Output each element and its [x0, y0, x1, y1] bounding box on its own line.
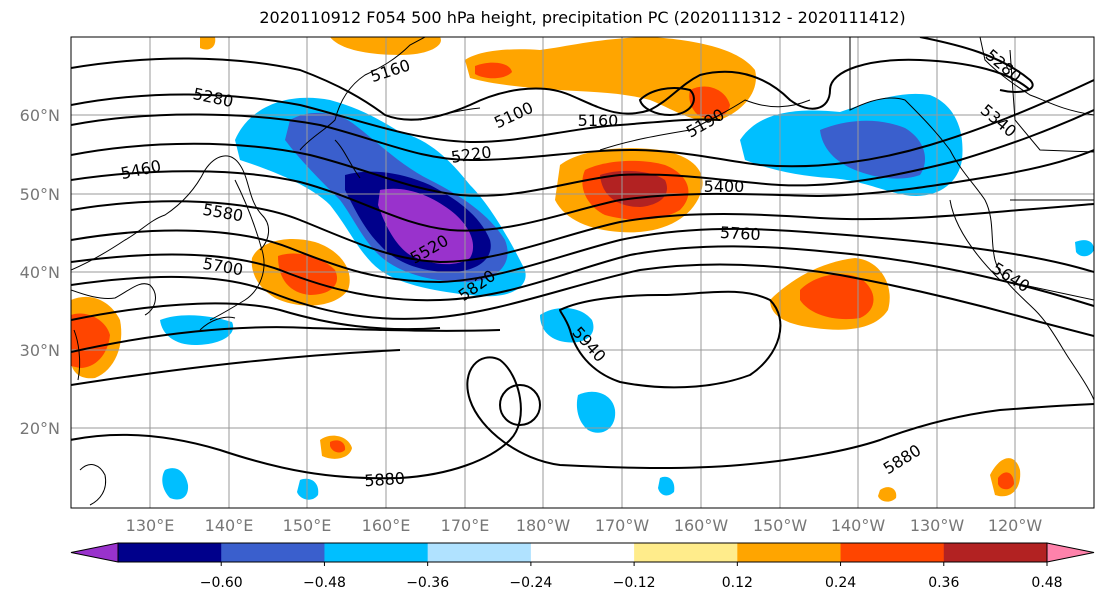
colorbar-tick-label: 0.36 [928, 575, 959, 591]
lon-label: 130°W [910, 516, 965, 535]
lon-label: 170°W [595, 516, 650, 535]
negative-precip-shading [160, 93, 1094, 500]
lon-label: 140°W [831, 516, 886, 535]
colorbar-tick-label: −0.12 [613, 575, 656, 591]
lon-label: 180°W [516, 516, 571, 535]
lon-label: 150°W [753, 516, 808, 535]
colorbar-segment [737, 543, 842, 562]
colorbar-extend-left [70, 542, 119, 563]
colorbar-tick-label: −0.24 [509, 575, 552, 591]
colorbar-tick-label: −0.48 [303, 575, 346, 591]
colorbar: −0.60 −0.48 −0.36 −0.24 −0.12 0.12 0.24 0.36 0.4… [70, 542, 1095, 591]
lat-label: 50°N [20, 185, 60, 204]
colorbar-segment [427, 543, 532, 562]
lon-label: 170°E [441, 516, 490, 535]
lon-label: 160°E [362, 516, 411, 535]
map-title: 2020110912 F054 500 hPa height, precipit… [259, 8, 906, 27]
colorbar-segment [840, 543, 945, 562]
colorbar-segment [530, 543, 635, 562]
lon-label: 140°E [205, 516, 254, 535]
map-border [70, 36, 1095, 509]
colorbar-segment [221, 543, 325, 562]
colorbar-tick-label: −0.36 [406, 575, 449, 591]
colorbar-border [117, 542, 1048, 563]
colorbar-segment [634, 543, 738, 562]
lat-label: 30°N [20, 341, 60, 360]
contour-label: 5880 [364, 469, 406, 491]
colorbar-tick-label: −0.60 [200, 575, 243, 591]
lon-label: 150°E [283, 516, 332, 535]
height-contours [71, 37, 1094, 480]
colorbar-tick-label: 0.12 [722, 575, 753, 591]
colorbar-tick-label: 0.24 [825, 575, 856, 591]
colorbar-segment [118, 543, 222, 562]
colorbar-segment [324, 543, 429, 562]
contour-label: 5760 [719, 223, 761, 244]
lat-label: 60°N [20, 106, 60, 125]
colorbar-segment [943, 543, 1048, 562]
lon-label: 130°E [126, 516, 175, 535]
colorbar-tick-label: 0.48 [1031, 575, 1062, 591]
longitude-labels: 130°E 140°E 150°E 160°E 170°E 180°W 170°… [126, 516, 1043, 535]
lon-label: 160°W [674, 516, 729, 535]
contour-label: 5400 [704, 177, 745, 196]
lat-label: 20°N [20, 419, 60, 438]
coastlines [71, 37, 1094, 506]
colorbar-extend-right [1046, 542, 1095, 563]
lon-label: 120°W [988, 516, 1043, 535]
latitude-labels: 60°N 50°N 40°N 30°N 20°N [20, 106, 60, 438]
lat-label: 40°N [20, 263, 60, 282]
contour-label: 5160 [578, 111, 619, 130]
